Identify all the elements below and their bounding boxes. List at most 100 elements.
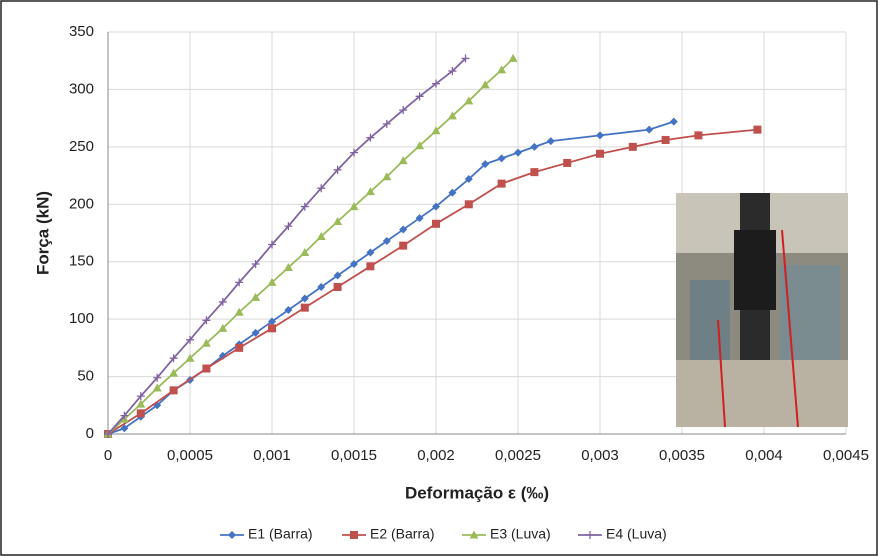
y-tick-label: 200 [69,195,94,212]
point [251,292,261,301]
point [169,354,178,363]
point [218,323,228,332]
x-axis-title: Deformação ε (‰) [405,483,549,502]
point [432,219,440,228]
point [365,187,375,196]
point [530,168,539,177]
legend-marker [350,531,358,539]
point [596,149,604,158]
x-tick-label: 0,002 [417,447,455,464]
y-tick-label: 50 [77,368,94,385]
point [366,262,375,271]
point [235,343,244,352]
point [508,53,518,62]
point [152,383,162,392]
point [382,119,391,128]
y-tick-label: 250 [69,138,94,155]
point [251,328,260,337]
x-tick-label: 0,0025 [495,447,541,464]
x-tick-label: 0,0035 [659,447,705,464]
point [563,158,572,167]
point [169,368,179,377]
point [300,248,310,257]
x-tick-label: 0,004 [745,447,783,464]
point [268,324,276,333]
legend-text: E3 (Luva) [490,526,551,542]
legend-marker [228,531,236,539]
point [399,241,408,250]
point [350,260,358,269]
point [218,297,227,306]
point [645,125,654,134]
point [251,260,260,269]
point [333,217,343,226]
point [136,409,145,418]
point [300,294,309,303]
point [530,142,539,151]
point [120,411,129,420]
point [753,125,762,134]
point [497,179,506,188]
point [480,80,490,89]
legend-marker [586,531,594,539]
point [448,67,457,76]
series [104,54,470,438]
point [333,165,342,174]
legend-marker [469,530,479,539]
point [366,133,375,142]
point [596,131,604,140]
y-axis-title: Força (kN) [33,191,52,275]
point [333,282,342,291]
point [464,200,473,209]
y-tick-label: 150 [69,253,94,270]
point [185,353,195,362]
point [153,373,162,382]
point [669,117,678,126]
point [169,386,178,395]
point [300,202,309,211]
point [350,148,358,157]
x-tick-label: 0 [104,447,112,464]
point [349,202,359,211]
point [104,430,112,438]
legend-text: E2 (Barra) [370,526,435,542]
point [661,135,670,144]
point [333,271,342,280]
y-tick-label: 300 [69,80,94,97]
point [284,222,293,231]
point [432,202,440,211]
series [104,125,762,438]
point [546,137,555,146]
point [201,338,211,347]
point [366,248,375,257]
point [448,188,457,197]
point [136,392,145,401]
point [268,240,276,249]
x-tick-label: 0,0015 [331,447,377,464]
point [186,335,194,344]
x-tick-label: 0,003 [581,447,619,464]
series-line [107,128,758,435]
x-tick-label: 0,0005 [167,447,213,464]
y-tick-label: 350 [69,23,94,40]
point [300,303,309,312]
point [382,237,391,246]
point [481,160,490,169]
point [382,172,392,181]
point [283,262,293,271]
legend-text: E4 (Luva) [606,526,667,542]
point [268,317,276,326]
point [120,424,129,433]
point [415,92,424,101]
point [461,54,470,63]
point [399,106,408,115]
point [447,111,457,120]
point [398,156,408,165]
photo-inset [676,193,848,428]
point [136,399,146,408]
point [317,282,326,291]
point [317,184,326,193]
point [399,225,408,234]
point [202,316,211,325]
